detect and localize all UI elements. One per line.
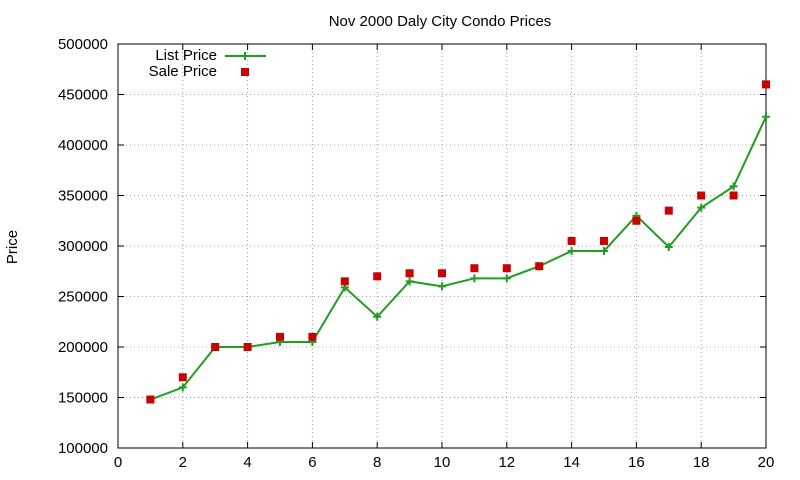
list-price-point bbox=[405, 277, 414, 286]
x-tick-label: 10 bbox=[434, 454, 451, 471]
list-price-point bbox=[438, 282, 446, 291]
list-price-point bbox=[373, 312, 382, 321]
sale-price-point bbox=[146, 395, 155, 404]
list-price-point bbox=[600, 247, 608, 256]
list-price-point bbox=[762, 112, 770, 121]
grid bbox=[118, 44, 766, 448]
y-tick-label: 500000 bbox=[58, 36, 108, 53]
list-price-point bbox=[729, 182, 738, 191]
x-tick-label: 2 bbox=[179, 454, 187, 471]
x-tick-label: 4 bbox=[243, 454, 251, 471]
sale-price-point bbox=[405, 269, 414, 278]
sale-price-point bbox=[340, 277, 349, 286]
y-axis-label: Price bbox=[4, 230, 21, 264]
axis-ticks: 0 2 4 6 8 10 12 14 16 18 20 100000 150000 200000 25000… bbox=[58, 36, 774, 471]
y-tick-label: 150000 bbox=[58, 390, 108, 407]
sale-price-point bbox=[373, 272, 382, 281]
series-line-list-price bbox=[150, 116, 767, 401]
legend-label-list-price: List Price bbox=[155, 47, 217, 64]
chart-title: Nov 2000 Daly City Condo Prices bbox=[329, 13, 552, 30]
sale-price-point bbox=[567, 236, 576, 245]
y-tick-label: 400000 bbox=[58, 137, 108, 154]
series-layer bbox=[146, 80, 770, 404]
list-price-point bbox=[664, 243, 673, 252]
sale-price-point bbox=[632, 216, 641, 225]
sale-price-point bbox=[276, 332, 284, 341]
x-tick-label: 12 bbox=[498, 454, 515, 471]
list-price-point bbox=[178, 383, 187, 392]
legend: List Price Sale Price bbox=[149, 47, 266, 80]
sale-price-point bbox=[697, 191, 706, 200]
legend-marker-list-price bbox=[241, 52, 249, 60]
y-tick-label: 450000 bbox=[58, 87, 108, 104]
list-price-point bbox=[567, 247, 576, 256]
sale-price-point bbox=[211, 343, 220, 351]
sale-price-point bbox=[243, 343, 252, 351]
x-tick-label: 16 bbox=[628, 454, 645, 471]
x-tick-label: 18 bbox=[693, 454, 710, 471]
x-tick-label: 20 bbox=[758, 454, 775, 471]
legend-marker-sale-price bbox=[241, 68, 249, 76]
y-tick-label: 100000 bbox=[58, 440, 108, 457]
list-price-point bbox=[502, 274, 511, 283]
sale-price-point bbox=[438, 269, 446, 278]
legend-label-sale-price: Sale Price bbox=[149, 63, 217, 80]
x-tick-label: 8 bbox=[373, 454, 381, 471]
y-tick-label: 200000 bbox=[58, 339, 108, 356]
sale-price-point bbox=[729, 191, 738, 200]
x-tick-label: 0 bbox=[114, 454, 122, 471]
sale-price-point bbox=[178, 373, 187, 382]
list-price-point bbox=[697, 203, 706, 212]
y-tick-label: 350000 bbox=[58, 188, 108, 205]
sale-price-point bbox=[762, 80, 770, 89]
sale-price-point bbox=[600, 236, 608, 245]
sale-price-point bbox=[502, 264, 511, 273]
sale-price-point bbox=[535, 262, 544, 271]
y-tick-label: 300000 bbox=[58, 238, 108, 255]
sale-price-point bbox=[308, 332, 317, 341]
sale-price-point bbox=[470, 264, 479, 273]
list-price-point bbox=[470, 274, 479, 283]
sale-price-point bbox=[664, 206, 673, 215]
x-tick-label: 14 bbox=[563, 454, 580, 471]
x-tick-label: 6 bbox=[308, 454, 316, 471]
y-tick-label: 250000 bbox=[58, 289, 108, 306]
